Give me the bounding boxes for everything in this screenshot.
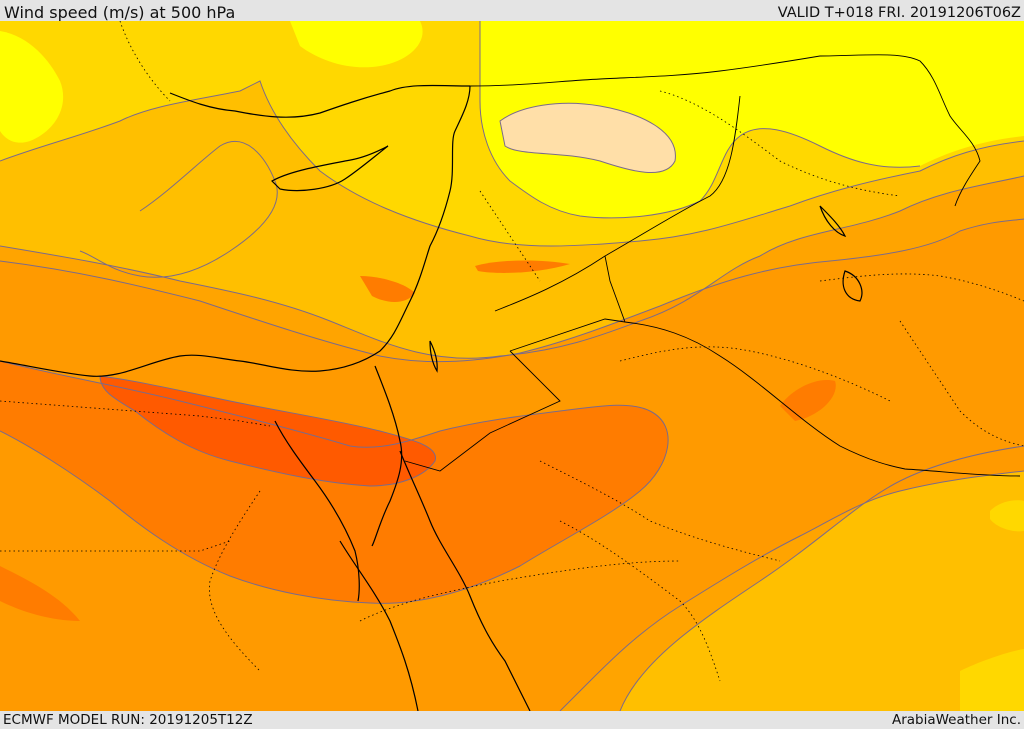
wind-band-dark-orange-levant [360,276,415,302]
wind-band-dark-orange-east [780,380,836,421]
wind-band-dark-orange-north [475,260,570,273]
jet-minimum-core [499,102,676,174]
wind-band-dark-orange-sw [0,566,80,621]
political-borders [404,54,1021,477]
map-title: Wind speed (m/s) at 500 hPa [4,3,236,22]
bottom-bar: ECMWF MODEL RUN: 20191205T12Z ArabiaWeat… [0,711,1024,729]
coastlines [0,84,863,711]
contour-lines [0,21,1024,711]
wind-band-lightest [480,21,1024,218]
dotted-borders [0,21,1024,682]
credit-label: ArabiaWeather Inc. [891,712,1021,728]
wind-speed-map [0,21,1024,711]
jet-maximum-core [99,375,436,487]
wind-band-lightest-nw [290,21,423,68]
wind-band-light-east [990,500,1024,532]
wind-band-light-se [960,649,1024,711]
valid-time-label: VALID T+018 FRI. 20191206T06Z [777,5,1021,21]
wind-band-lightest-west [0,31,64,143]
model-run-label: ECMWF MODEL RUN: 20191205T12Z [3,712,253,728]
wind-band-mid-southeast [620,446,1024,711]
top-bar: Wind speed (m/s) at 500 hPa VALID T+018 … [0,0,1024,22]
